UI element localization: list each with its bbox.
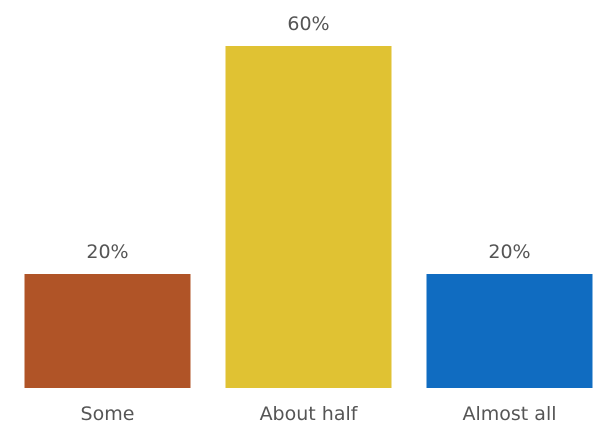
data-label-about-half: 60% — [287, 13, 329, 35]
data-label-some: 20% — [86, 241, 128, 263]
data-label-almost-all: 20% — [488, 241, 530, 263]
category-label-about-half: About half — [260, 403, 359, 425]
data-labels-group: 20% 60% 20% — [86, 13, 530, 263]
category-label-some: Some — [81, 403, 135, 425]
bar-almost-all — [426, 274, 593, 388]
bars-group — [24, 46, 593, 388]
category-labels-group: Some About half Almost all — [81, 403, 557, 425]
bar-about-half — [225, 46, 392, 388]
category-label-almost-all: Almost all — [463, 403, 557, 425]
bar-some — [24, 274, 191, 388]
